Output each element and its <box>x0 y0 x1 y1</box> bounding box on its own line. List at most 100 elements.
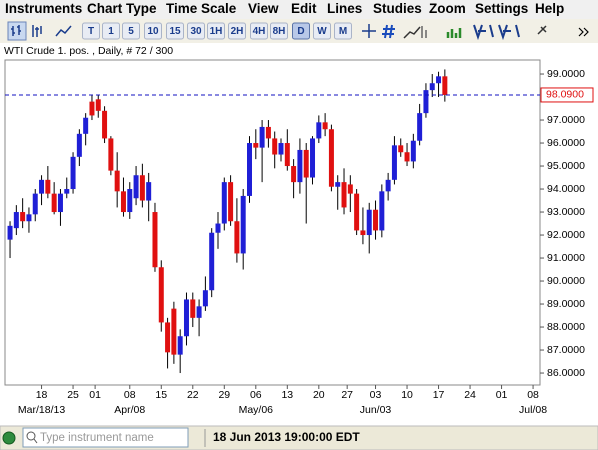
candle-body <box>146 182 152 201</box>
y-tick-label: 86.0000 <box>547 367 585 379</box>
tools-icons[interactable] <box>473 24 520 41</box>
candle-body <box>152 212 158 268</box>
x-tick-label: 25 <box>67 389 79 401</box>
timeframe-button[interactable] <box>228 22 246 40</box>
y-tick-label: 93.0000 <box>547 206 585 218</box>
timeframe-button[interactable] <box>334 22 352 40</box>
toolbar-icons <box>7 21 589 41</box>
candle-body <box>385 179 391 192</box>
candle-body <box>259 126 265 148</box>
y-tick-label: 95.0000 <box>547 160 585 172</box>
candle-body <box>51 193 57 213</box>
candle-body <box>102 110 108 139</box>
x-tick-label: 15 <box>155 389 167 401</box>
candle-body <box>26 214 32 222</box>
menu-item[interactable]: Zoom <box>429 1 466 16</box>
crosshair-icon[interactable] <box>362 24 376 38</box>
candle-body <box>328 129 334 187</box>
x-tick-label: 01 <box>89 389 101 401</box>
candle-body <box>13 212 19 229</box>
candle-icon[interactable] <box>32 25 42 37</box>
candle-body <box>265 126 271 139</box>
timeframe-label: 1 <box>108 26 114 37</box>
timeframe-label: 1H <box>210 26 223 37</box>
chart-bg <box>0 43 598 426</box>
connection-indicator <box>2 431 16 445</box>
candle-body <box>114 170 120 192</box>
timeframe-button[interactable] <box>144 22 162 40</box>
y-tick-label: 87.0000 <box>547 344 585 356</box>
candle-body <box>158 267 164 323</box>
x-tick-label: 20 <box>313 389 325 401</box>
timeframe-button[interactable] <box>187 22 205 40</box>
x-tick-label: 29 <box>218 389 230 401</box>
menu-item[interactable]: View <box>248 1 279 16</box>
bar-chart-icon[interactable] <box>7 21 27 41</box>
timeframe-label: T <box>88 26 94 37</box>
plot-frame <box>4 59 541 386</box>
x-major-label: Mar/18/13 <box>18 404 65 416</box>
timeframe-button[interactable] <box>82 22 100 40</box>
candle-body <box>297 149 303 183</box>
last-price-box <box>540 87 594 103</box>
timeframe-label: D <box>297 26 304 37</box>
timeframe-button[interactable] <box>250 22 268 40</box>
menu-item[interactable]: Chart Type <box>87 1 157 16</box>
timeframe-button[interactable] <box>122 22 140 40</box>
x-tick-label: 17 <box>433 389 445 401</box>
candle-body <box>95 99 101 111</box>
candle-body <box>316 122 322 139</box>
timeframe-label: W <box>317 26 327 37</box>
menu-item[interactable]: Instruments <box>5 1 82 16</box>
x-tick-label: 22 <box>187 389 199 401</box>
candle-body <box>133 175 139 199</box>
candle-body <box>423 90 429 114</box>
candle-body <box>246 143 252 196</box>
more-icon[interactable] <box>578 27 589 37</box>
candle-body <box>234 221 240 254</box>
menu-item[interactable]: Settings <box>475 1 528 16</box>
timeframe-button[interactable] <box>313 22 331 40</box>
chart-title: WTI Crude 1. pos. , Daily, # 72 / 300 <box>4 45 173 57</box>
search-placeholder: Type instrument name <box>40 432 154 444</box>
volume-icon[interactable] <box>446 28 462 38</box>
candle-body <box>335 182 341 187</box>
search-box[interactable] <box>22 427 189 448</box>
menu-item[interactable]: Help <box>535 1 564 16</box>
candle-body <box>202 290 208 307</box>
menu-item[interactable]: Edit <box>291 1 317 16</box>
candle-body <box>64 189 70 194</box>
candle-body <box>209 232 215 291</box>
x-tick-label: 27 <box>341 389 353 401</box>
draw-icon[interactable] <box>403 26 421 39</box>
menu-item[interactable]: Studies <box>373 1 422 16</box>
menu-item[interactable]: Time Scale <box>166 1 237 16</box>
timeframe-button[interactable] <box>292 22 310 40</box>
timeframe-button[interactable] <box>166 22 184 40</box>
candle-body <box>228 182 234 222</box>
candle-body <box>303 149 309 178</box>
sep-icon <box>421 26 427 38</box>
plot: 99.0000 97.0000 96.0000 95.0000 94.0000 93.00… <box>5 68 594 416</box>
timeframe-button[interactable] <box>207 22 225 40</box>
grid-icon[interactable] <box>382 24 395 39</box>
candle-body <box>442 76 448 95</box>
y-tick-label: 94.0000 <box>547 183 585 195</box>
candle-body <box>360 230 366 236</box>
candle-body <box>240 195 246 254</box>
line-icon[interactable] <box>55 25 72 37</box>
ohlc-glyph <box>11 25 21 36</box>
candle-body <box>417 113 423 141</box>
y-tick-label: 88.0000 <box>547 321 585 333</box>
candle-body <box>310 138 316 178</box>
pin-icon[interactable] <box>537 25 547 35</box>
y-tick-label: 97.0000 <box>547 114 585 126</box>
candle-body <box>39 179 45 194</box>
timeframe-button[interactable] <box>102 22 120 40</box>
y-tick-label: 91.0000 <box>547 252 585 264</box>
y-tick-label: 90.0000 <box>547 275 585 287</box>
y-tick-label: 96.0000 <box>547 137 585 149</box>
timeframe-button[interactable] <box>270 22 288 40</box>
candle-body <box>89 101 95 116</box>
menu-item[interactable]: Lines <box>327 1 362 16</box>
